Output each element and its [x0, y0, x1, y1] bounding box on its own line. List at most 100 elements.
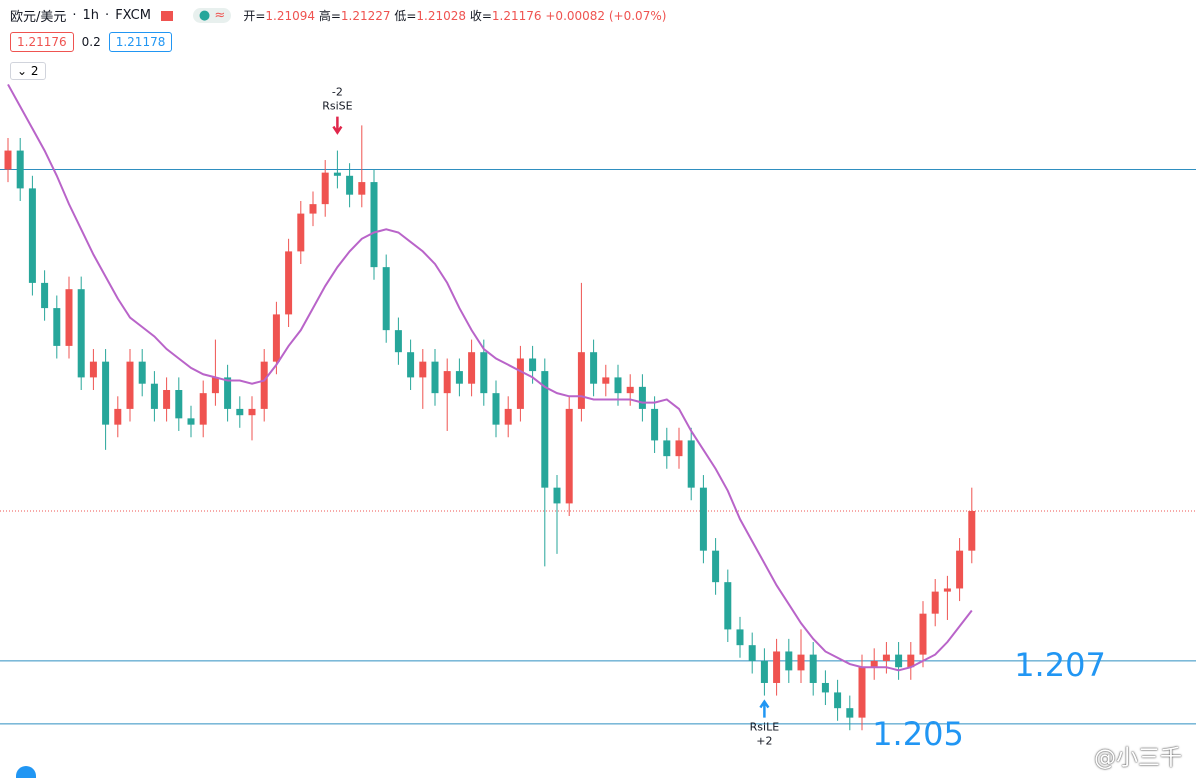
candle-body: [468, 352, 476, 384]
candle-body: [712, 550, 720, 583]
indicator-count: 2: [30, 64, 39, 78]
status-pill: ● ≈: [192, 8, 232, 23]
candle-body: [907, 654, 915, 668]
candle-body: [102, 361, 110, 425]
low-label: 低=: [394, 9, 417, 23]
logo: [16, 766, 36, 778]
candle-body: [663, 440, 671, 457]
low: 1.21028: [416, 9, 467, 23]
candle-body: [504, 408, 512, 425]
candle-body: [541, 371, 549, 488]
candle-body: [736, 629, 744, 646]
candle-body: [565, 408, 573, 504]
candle-body: [358, 182, 366, 195]
candle-body: [431, 361, 439, 394]
candle-body: [272, 314, 280, 362]
candle-body: [224, 377, 232, 409]
candle-body: [77, 289, 85, 378]
signal-arrow: [759, 699, 770, 718]
candle-body: [785, 651, 793, 671]
signal-label: RsiLE: [750, 721, 780, 734]
candle-body: [529, 358, 537, 372]
candle-body: [943, 588, 951, 592]
buy-button[interactable]: 1.21178: [108, 32, 173, 52]
open: 1.21094: [265, 9, 315, 23]
candle-body: [834, 692, 842, 709]
candle-body: [748, 645, 756, 661]
candle-body: [346, 175, 354, 195]
candle-body: [773, 651, 781, 683]
sep: ·: [72, 8, 77, 23]
candle-body: [370, 182, 378, 268]
candle-body: [163, 390, 171, 409]
high: 1.21227: [340, 9, 391, 23]
signal-qty: +2: [756, 735, 772, 748]
candle-body: [309, 204, 317, 214]
candle-body: [28, 188, 36, 283]
candle-body: [724, 582, 732, 630]
candle-body: [919, 613, 927, 655]
flag: [160, 10, 173, 21]
indicator-toggle[interactable]: ⌄ 2: [10, 62, 46, 80]
high-label: 高=: [318, 9, 341, 23]
candle-body: [114, 408, 122, 425]
candle-body: [516, 358, 524, 409]
ohlc: 开=1.21094 高=1.21227 低=1.21028 收=1.21176 …: [243, 7, 666, 24]
candle-body: [382, 267, 390, 331]
header: 欧元/美元 · 1h · FXCM ● ≈ 开=1.21094 高=1.21227 …: [10, 6, 666, 25]
candle-body: [175, 390, 183, 419]
candle-body: [16, 150, 24, 189]
candle-body: [321, 172, 329, 205]
candle-body: [614, 377, 622, 394]
sell-button[interactable]: 1.21176: [10, 32, 74, 52]
candle-body: [895, 654, 903, 668]
candle-body: [882, 654, 890, 661]
candle-body: [150, 383, 158, 409]
candle-body: [41, 282, 49, 309]
open-label: 开=: [243, 9, 266, 23]
candle-body: [699, 487, 707, 551]
candle-body: [89, 361, 97, 378]
signal-qty: -2: [332, 86, 343, 99]
candle-body: [419, 361, 427, 378]
candle-body: [675, 440, 683, 457]
candle-body: [626, 386, 634, 394]
candle-body: [211, 377, 219, 394]
candle-body: [553, 487, 561, 504]
candle-body: [870, 660, 878, 668]
candle-body: [187, 418, 195, 425]
candle-body: [858, 667, 866, 718]
candle-body: [602, 377, 610, 384]
candle-body: [285, 251, 293, 315]
interval[interactable]: 1h: [82, 8, 100, 23]
candle-body: [846, 708, 854, 718]
source: FXCM: [115, 8, 151, 23]
candle-body: [138, 361, 146, 384]
candle-body: [236, 408, 244, 416]
moving-average: [7, 83, 973, 672]
candle-body: [333, 172, 341, 176]
candle-body: [4, 150, 12, 170]
signal-label: RsiSE: [322, 100, 352, 113]
symbol[interactable]: 欧元/美元: [10, 10, 67, 25]
candle-body: [760, 660, 768, 683]
candle-body: [394, 330, 402, 353]
candle-body: [455, 371, 463, 384]
watermark: @小三千: [1093, 746, 1182, 771]
candle-body: [65, 289, 73, 346]
close-label: 收=: [469, 9, 492, 23]
trade-bar: 1.21176 0.2 1.21178: [10, 32, 173, 52]
candle-body: [956, 550, 964, 589]
close: 1.21176: [491, 9, 542, 23]
candle-body: [297, 213, 305, 252]
candle-body: [931, 591, 939, 614]
change: +0.00082 (+0.07%): [545, 9, 667, 23]
candle-body: [248, 408, 256, 416]
candle-body: [443, 371, 451, 394]
candle-body: [53, 308, 61, 346]
candle-body: [797, 654, 805, 671]
line-label: 1.207: [1014, 646, 1106, 684]
candle-body: [651, 408, 659, 441]
